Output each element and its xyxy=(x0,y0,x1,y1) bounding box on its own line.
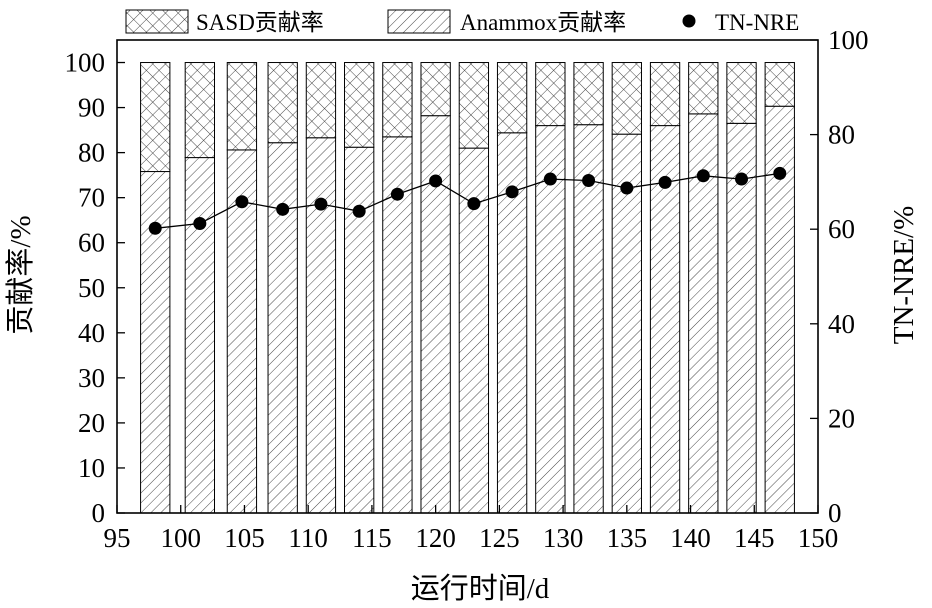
x-tick-label: 105 xyxy=(224,523,265,553)
tn-nre-point xyxy=(505,185,519,199)
x-tick-label: 125 xyxy=(479,523,520,553)
tn-nre-point xyxy=(467,197,481,211)
bar-sasd xyxy=(344,62,375,148)
x-tick-label: 140 xyxy=(670,523,711,553)
bar-anammox xyxy=(267,142,298,514)
bar-sasd xyxy=(420,62,451,117)
legend: SASD贡献率 Anammox贡献率 TN-NRE xyxy=(125,9,799,35)
bar-sasd xyxy=(688,62,719,115)
x-tick-label: 130 xyxy=(543,523,584,553)
tn-nre-point xyxy=(235,195,249,209)
y-tick-label-right: 20 xyxy=(828,403,855,433)
bar-sasd xyxy=(382,62,413,138)
y-tick-label-left: 90 xyxy=(78,93,105,123)
x-tick-label: 135 xyxy=(607,523,648,553)
y-tick-label-left: 30 xyxy=(78,363,105,393)
legend-item-anammox: Anammox贡献率 xyxy=(387,9,626,35)
y-tick-label-right: 40 xyxy=(828,309,855,339)
y-axis-title-right: TN-NRE/% xyxy=(888,206,920,345)
bar-sasd xyxy=(267,62,298,144)
y-tick-label-left: 0 xyxy=(92,498,106,528)
bar-sasd xyxy=(140,62,171,173)
y-tick-label-right: 100 xyxy=(828,25,869,55)
y-tick-label-right: 80 xyxy=(828,120,855,150)
tn-nre-point xyxy=(314,197,328,211)
bar-sasd xyxy=(226,62,258,151)
plot-frame xyxy=(116,39,819,514)
tn-nre-point xyxy=(429,174,443,188)
bar-anammox xyxy=(420,115,451,514)
bar-sasd xyxy=(496,62,528,134)
tn-nre-point xyxy=(390,187,404,201)
bar-anammox xyxy=(344,146,375,514)
x-tick-label: 110 xyxy=(288,523,328,553)
legend-label-tn-nre: TN-NRE xyxy=(715,10,799,35)
bar-sasd xyxy=(305,62,337,139)
legend-swatch-anammox xyxy=(387,9,451,34)
y-tick-label-right: 60 xyxy=(828,214,855,244)
x-tick-label: 95 xyxy=(104,523,131,553)
tn-nre-point xyxy=(276,202,290,216)
y-tick-label-left: 100 xyxy=(65,48,106,78)
y-tick-label-left: 20 xyxy=(78,408,105,438)
bar-anammox xyxy=(726,122,757,514)
tn-nre-point xyxy=(543,172,557,186)
y-tick-label-left: 40 xyxy=(78,318,105,348)
axes-layer: 95 100 105 110 115 120 125 130 135 140 145 15001020… xyxy=(65,25,869,553)
tn-nre-point xyxy=(735,172,749,186)
bar-sasd xyxy=(764,62,795,107)
bar-anammox xyxy=(184,157,216,514)
bar-sasd xyxy=(649,62,681,127)
bar-sasd xyxy=(611,62,642,135)
y-tick-label-left: 80 xyxy=(78,138,105,168)
tn-nre-point xyxy=(773,166,787,180)
bar-sasd xyxy=(726,62,757,124)
bars-layer xyxy=(140,62,795,514)
tn-nre-point xyxy=(696,169,710,183)
y-tick-label-left: 10 xyxy=(78,453,105,483)
tn-nre-point xyxy=(148,221,162,235)
bar-anammox xyxy=(226,149,258,514)
tn-nre-point xyxy=(352,204,366,218)
bar-sasd xyxy=(573,62,604,126)
tn-nre-line-layer xyxy=(148,166,787,235)
legend-item-sasd: SASD贡献率 xyxy=(125,9,324,35)
x-tick-label: 150 xyxy=(798,523,839,553)
bar-anammox xyxy=(305,137,337,514)
tn-nre-point xyxy=(658,175,672,189)
y-axis-title-left: 贡献率/% xyxy=(4,215,37,334)
bar-sasd xyxy=(458,62,490,149)
y-tick-label-right: 0 xyxy=(828,498,842,528)
x-tick-label: 115 xyxy=(352,523,392,553)
x-tick-label: 145 xyxy=(734,523,775,553)
x-tick-label: 120 xyxy=(415,523,456,553)
y-tick-label-left: 50 xyxy=(78,273,105,303)
legend-item-tn-nre: TN-NRE xyxy=(682,10,799,35)
x-axis-title: 运行时间/d xyxy=(411,572,550,605)
tn-nre-point xyxy=(620,181,634,195)
y-tick-label-left: 60 xyxy=(78,228,105,258)
legend-label-anammox: Anammox贡献率 xyxy=(460,10,626,35)
y-tick-label-left: 70 xyxy=(78,183,105,213)
tn-nre-point xyxy=(582,173,596,187)
legend-swatch-sasd xyxy=(125,9,189,34)
tn-nre-point xyxy=(193,217,207,231)
bar-anammox xyxy=(649,125,681,514)
x-tick-label: 100 xyxy=(160,523,201,553)
bar-sasd xyxy=(535,62,566,127)
bar-anammox xyxy=(573,124,604,514)
bar-sasd xyxy=(184,62,216,159)
legend-label-sasd: SASD贡献率 xyxy=(196,10,324,35)
legend-marker-tn-nre xyxy=(682,14,696,28)
